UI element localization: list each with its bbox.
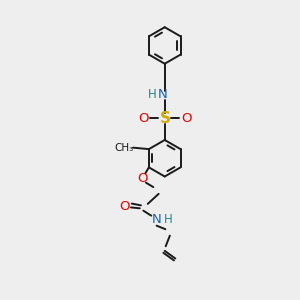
Text: H: H xyxy=(148,88,157,101)
Text: CH₃: CH₃ xyxy=(115,142,134,153)
Text: S: S xyxy=(160,111,170,126)
Text: N: N xyxy=(158,88,167,101)
Text: O: O xyxy=(119,200,130,213)
Text: N: N xyxy=(152,213,161,226)
Text: O: O xyxy=(181,112,191,125)
Text: O: O xyxy=(138,112,148,125)
Text: H: H xyxy=(164,213,172,226)
Text: O: O xyxy=(137,172,148,185)
